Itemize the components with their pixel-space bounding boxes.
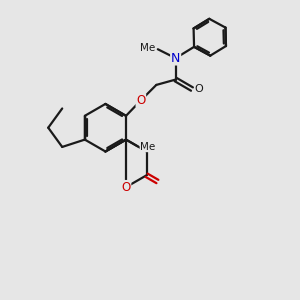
Text: O: O bbox=[122, 181, 130, 194]
Text: O: O bbox=[136, 94, 146, 107]
Text: N: N bbox=[171, 52, 180, 65]
Text: O: O bbox=[194, 84, 203, 94]
Text: Me: Me bbox=[140, 142, 155, 152]
Text: Me: Me bbox=[140, 43, 155, 53]
